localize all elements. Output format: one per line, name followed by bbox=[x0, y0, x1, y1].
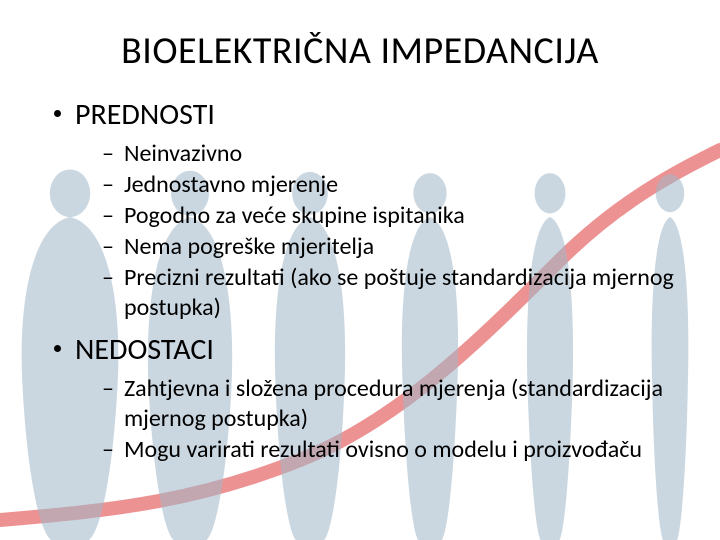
item-text: Pogodno za veće skupine ispitanika bbox=[124, 201, 465, 231]
bullet-dot-icon bbox=[54, 110, 61, 117]
slide-content: BIOELEKTRIČNA IMPEDANCIJA PREDNOSTI – Ne… bbox=[0, 0, 720, 465]
dash-icon: – bbox=[102, 139, 114, 169]
dash-icon: – bbox=[102, 201, 114, 231]
slide-title: BIOELEKTRIČNA IMPEDANCIJA bbox=[46, 28, 674, 74]
dash-icon: – bbox=[102, 435, 114, 465]
heading-text: NEDOSTACI bbox=[75, 331, 214, 368]
disadvantages-list: – Zahtjevna i složena procedura mjerenja… bbox=[46, 374, 674, 465]
heading-text: PREDNOSTI bbox=[75, 96, 215, 133]
list-item: – Zahtjevna i složena procedura mjerenja… bbox=[102, 374, 674, 434]
bullet-dot-icon bbox=[54, 345, 61, 352]
list-item: – Pogodno za veće skupine ispitanika bbox=[102, 201, 674, 231]
dash-icon: – bbox=[102, 170, 114, 200]
item-text: Mogu varirati rezultati ovisno o modelu … bbox=[124, 435, 642, 465]
section-heading-advantages: PREDNOSTI bbox=[46, 96, 674, 133]
list-item: – Neinvazivno bbox=[102, 139, 674, 169]
section-heading-disadvantages: NEDOSTACI bbox=[46, 331, 674, 368]
advantages-list: – Neinvazivno – Jednostavno mjerenje – P… bbox=[46, 139, 674, 323]
list-item: – Mogu varirati rezultati ovisno o model… bbox=[102, 435, 674, 465]
item-text: Nema pogreške mjeritelja bbox=[124, 232, 374, 262]
dash-icon: – bbox=[102, 232, 114, 262]
item-text: Precizni rezultati (ako se poštuje stand… bbox=[124, 263, 674, 323]
list-item: – Nema pogreške mjeritelja bbox=[102, 232, 674, 262]
list-item: – Precizni rezultati (ako se poštuje sta… bbox=[102, 263, 674, 323]
list-item: – Jednostavno mjerenje bbox=[102, 170, 674, 200]
dash-icon: – bbox=[102, 374, 114, 404]
item-text: Neinvazivno bbox=[124, 139, 242, 169]
item-text: Zahtjevna i složena procedura mjerenja (… bbox=[124, 374, 674, 434]
item-text: Jednostavno mjerenje bbox=[124, 170, 338, 200]
dash-icon: – bbox=[102, 263, 114, 293]
